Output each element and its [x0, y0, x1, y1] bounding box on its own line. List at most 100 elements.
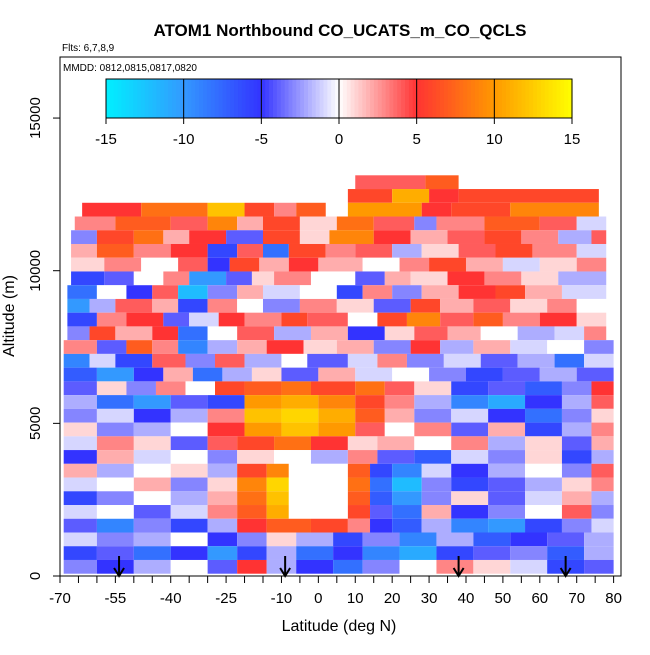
- colorbar-swatch: [327, 79, 332, 118]
- colorbar-tick-label: 15: [564, 131, 581, 148]
- heatmap-cell: [451, 477, 489, 492]
- heatmap-cell: [207, 546, 238, 560]
- heatmap-cell: [63, 340, 97, 354]
- heatmap-cell: [299, 216, 337, 231]
- colorbar-swatch: [113, 79, 119, 118]
- colorbar-swatch: [300, 79, 305, 118]
- heatmap-cell: [133, 450, 171, 464]
- heatmap-cell: [163, 367, 193, 382]
- x-axis-label: Latitude (deg N): [282, 618, 397, 635]
- heatmap-cell: [465, 257, 503, 272]
- heatmap-cell: [436, 216, 485, 231]
- heatmap-cell: [473, 298, 511, 313]
- heatmap-cell: [576, 257, 607, 272]
- heatmap-cell: [370, 518, 393, 533]
- colorbar-swatch: [342, 79, 348, 118]
- heatmap-cell: [561, 285, 607, 299]
- heatmap-cell: [488, 422, 526, 437]
- heatmap-cell: [484, 271, 522, 286]
- heatmap-cell: [333, 559, 363, 574]
- colorbar-swatch: [432, 79, 437, 118]
- heatmap-cell: [591, 395, 614, 409]
- heatmap-cell: [163, 312, 190, 327]
- colorbar-swatch: [502, 79, 507, 118]
- x-tick-label: 30: [421, 590, 438, 607]
- x-tick-label: 50: [495, 590, 512, 607]
- colorbar-swatch: [214, 79, 220, 118]
- colorbar-swatch: [370, 79, 375, 118]
- heatmap-cell: [170, 243, 208, 258]
- heatmap-cell: [63, 559, 97, 574]
- heatmap-cell: [288, 257, 319, 272]
- heatmap-cell: [355, 381, 385, 396]
- heatmap-cell: [96, 491, 134, 506]
- heatmap-cell: [133, 477, 171, 492]
- heatmap-cell: [226, 271, 252, 286]
- heatmap-cell: [170, 463, 208, 478]
- heatmap-cell: [185, 353, 216, 368]
- colorbar-swatch: [416, 79, 422, 118]
- heatmap-cell: [274, 271, 311, 286]
- heatmap-cell: [310, 326, 348, 341]
- heatmap-cell: [525, 518, 562, 533]
- colorbar-swatch: [199, 79, 204, 118]
- heatmap-cell: [152, 298, 179, 313]
- heatmap-cell: [318, 422, 356, 437]
- colorbar-swatch: [175, 79, 181, 118]
- colorbar-swatch: [540, 79, 546, 118]
- colorbar-swatch: [218, 79, 224, 118]
- heatmap-cell: [262, 285, 300, 299]
- heatmap-cell: [133, 546, 171, 560]
- colorbar-swatch: [179, 79, 185, 118]
- heatmap-cell: [561, 518, 592, 533]
- heatmap-cell: [373, 230, 411, 244]
- heatmap-cell: [414, 408, 452, 423]
- heatmap-cell: [440, 340, 474, 354]
- heatmap-cell: [336, 216, 374, 231]
- colorbar-tick-label: -15: [95, 131, 117, 148]
- heatmap-cell: [333, 546, 363, 560]
- heatmap-cell: [465, 367, 503, 382]
- heatmap-cell: [170, 450, 208, 464]
- heatmap-cell: [399, 532, 437, 547]
- heatmap-cell: [244, 202, 275, 217]
- heatmap-cell: [392, 285, 422, 299]
- heatmap-cell: [410, 230, 448, 244]
- colorbar-swatch: [459, 79, 464, 118]
- heatmap-cell: [347, 518, 371, 533]
- heatmap-cell: [406, 353, 444, 368]
- colorbar-swatch: [172, 79, 177, 118]
- heatmap-cell: [63, 546, 97, 560]
- colorbar-swatch: [525, 79, 530, 118]
- colorbar-tick-label: -10: [173, 131, 195, 148]
- colorbar-swatch: [331, 79, 336, 118]
- heatmap-cell: [163, 271, 190, 286]
- heatmap-cell: [591, 518, 614, 533]
- colorbar-swatch: [471, 79, 476, 118]
- heatmap-cell: [458, 285, 496, 299]
- heatmap-cell: [384, 271, 411, 286]
- colorbar-swatch: [272, 79, 278, 118]
- heatmap-cell: [436, 559, 474, 574]
- heatmap-cell: [421, 243, 459, 258]
- heatmap-cell: [362, 285, 393, 299]
- heatmap-cell: [237, 340, 267, 354]
- heatmap-cell: [561, 395, 592, 409]
- colorbar-swatch: [183, 79, 189, 118]
- colorbar-swatch: [187, 79, 193, 118]
- heatmap-cell: [274, 202, 297, 217]
- heatmap-cell: [237, 450, 275, 464]
- heatmap-cell: [451, 518, 489, 533]
- heatmap-cell: [406, 312, 441, 327]
- heatmap-cell: [392, 367, 430, 382]
- heatmap-cell: [591, 436, 614, 451]
- heatmap-cell: [517, 326, 555, 341]
- colorbar-swatch: [451, 79, 457, 118]
- heatmap-cell: [89, 298, 116, 313]
- colorbar-swatch: [261, 79, 266, 118]
- heatmap-cell: [347, 202, 422, 217]
- heatmap-cell: [591, 422, 614, 437]
- heatmap-cell: [425, 175, 459, 190]
- colorbar-swatch: [463, 79, 468, 118]
- heatmap-cell: [244, 312, 282, 327]
